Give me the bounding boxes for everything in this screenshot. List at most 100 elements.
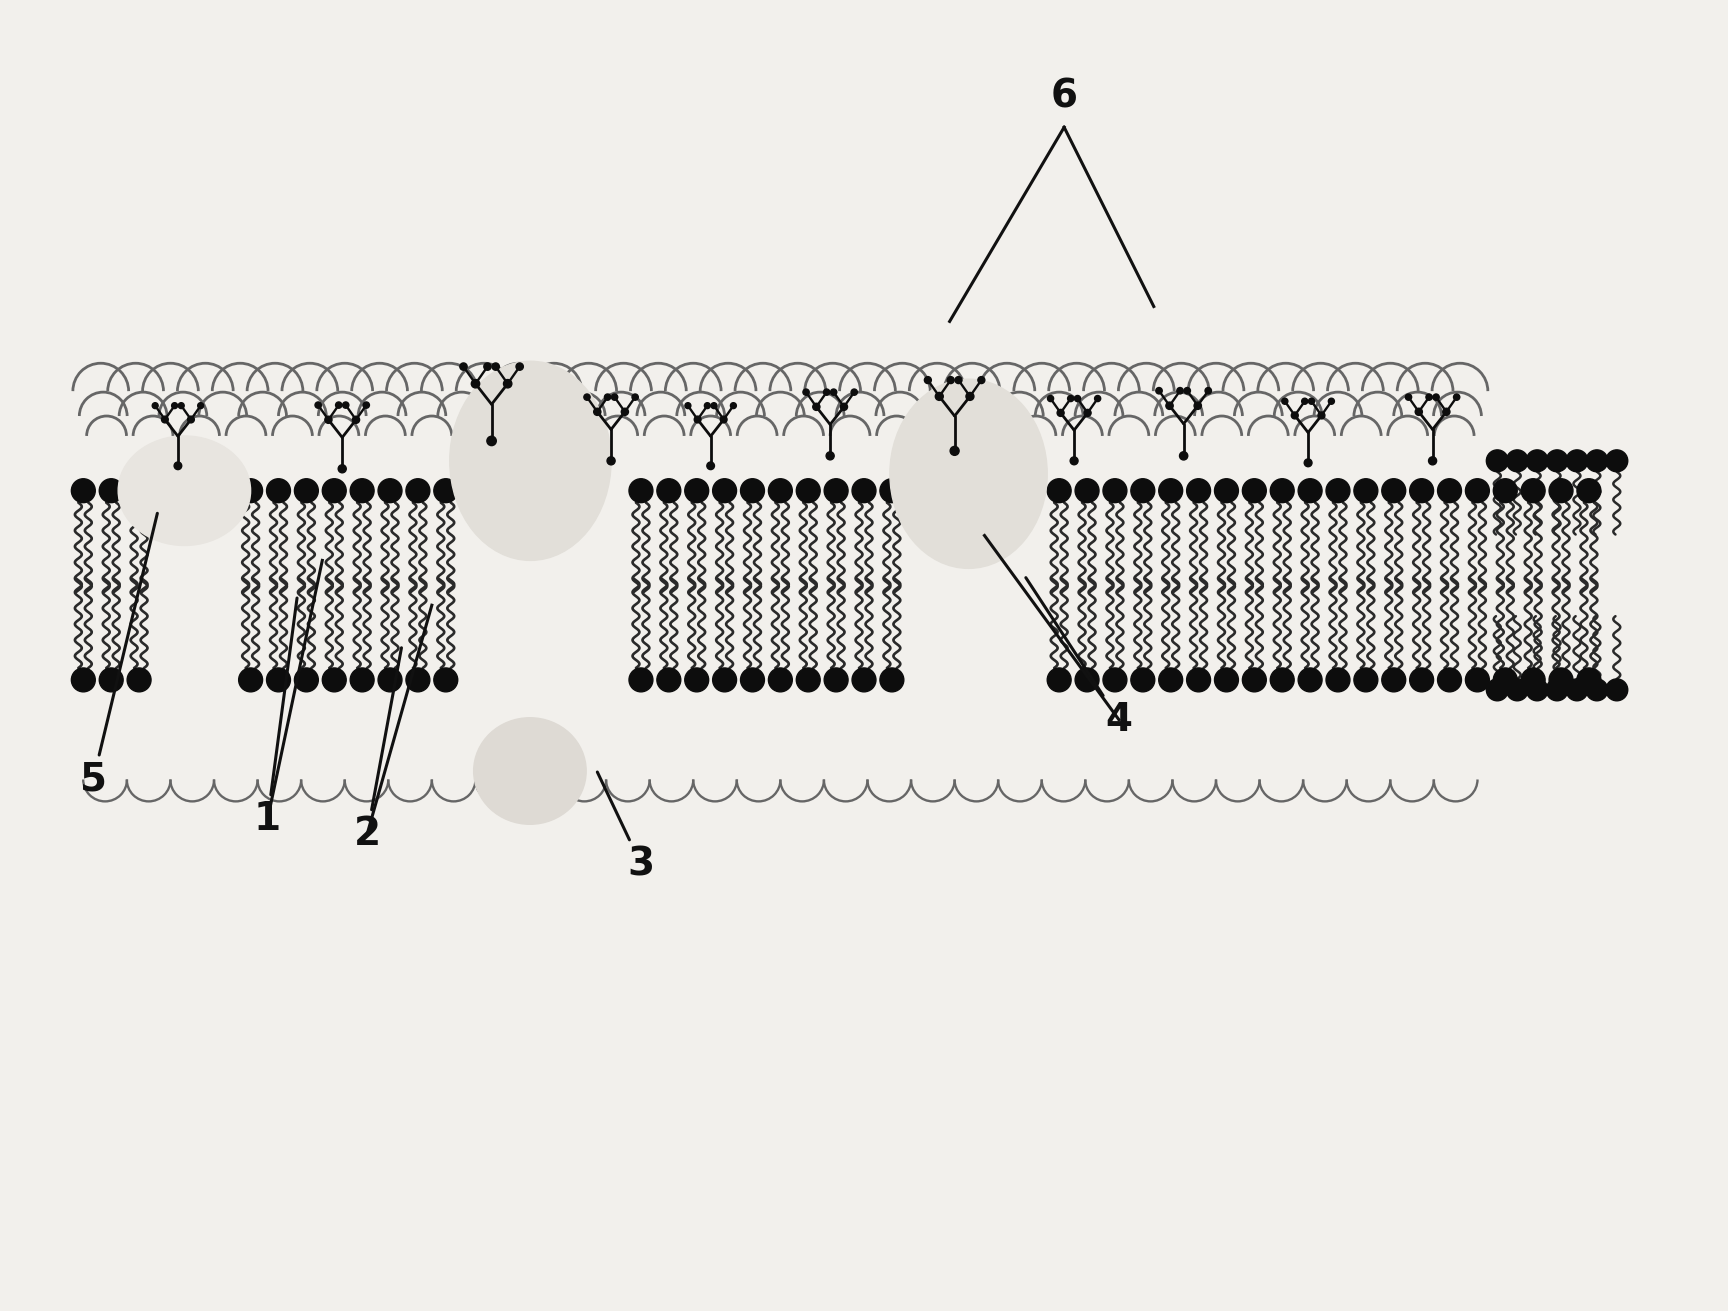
Circle shape (1075, 479, 1099, 502)
Circle shape (852, 479, 876, 502)
Circle shape (622, 408, 629, 416)
Circle shape (1159, 667, 1182, 692)
Circle shape (1605, 679, 1628, 701)
Circle shape (171, 402, 178, 409)
Circle shape (266, 667, 290, 692)
Circle shape (1184, 388, 1191, 393)
Circle shape (1159, 479, 1182, 502)
Circle shape (487, 437, 496, 446)
Circle shape (1355, 667, 1377, 692)
Circle shape (1075, 396, 1080, 401)
Ellipse shape (449, 362, 612, 560)
Circle shape (323, 479, 346, 502)
Circle shape (492, 363, 499, 370)
Circle shape (335, 402, 342, 408)
Circle shape (1242, 667, 1267, 692)
Circle shape (363, 402, 370, 408)
Circle shape (1526, 450, 1548, 472)
Circle shape (1094, 396, 1101, 401)
Circle shape (966, 392, 975, 400)
Circle shape (629, 667, 653, 692)
Circle shape (378, 667, 403, 692)
Circle shape (1102, 667, 1127, 692)
Circle shape (612, 395, 617, 400)
Circle shape (1047, 479, 1071, 502)
Circle shape (175, 461, 181, 469)
Circle shape (1325, 479, 1350, 502)
Circle shape (797, 479, 821, 502)
Circle shape (434, 479, 458, 502)
Circle shape (924, 376, 931, 384)
Circle shape (1507, 679, 1528, 701)
Circle shape (1526, 679, 1548, 701)
Circle shape (880, 667, 904, 692)
Circle shape (1329, 399, 1334, 404)
Circle shape (1318, 412, 1325, 420)
Circle shape (824, 667, 848, 692)
Circle shape (605, 395, 610, 400)
Circle shape (1070, 458, 1078, 465)
Circle shape (1566, 679, 1588, 701)
Circle shape (325, 416, 332, 423)
Circle shape (342, 402, 349, 408)
Circle shape (1270, 667, 1294, 692)
Circle shape (1547, 679, 1567, 701)
Circle shape (1204, 388, 1211, 393)
Circle shape (629, 479, 653, 502)
Circle shape (1177, 388, 1184, 393)
Circle shape (1453, 395, 1460, 400)
Circle shape (804, 389, 809, 396)
Circle shape (406, 667, 430, 692)
Circle shape (1298, 667, 1322, 692)
Circle shape (197, 402, 204, 409)
Circle shape (695, 416, 702, 423)
Circle shape (1047, 396, 1054, 401)
Circle shape (1187, 667, 1211, 692)
Circle shape (607, 456, 615, 465)
Circle shape (1410, 479, 1434, 502)
Circle shape (824, 389, 829, 396)
Text: 6: 6 (1051, 77, 1078, 115)
Circle shape (1166, 402, 1173, 409)
Circle shape (1102, 479, 1127, 502)
Circle shape (1405, 395, 1412, 400)
Circle shape (657, 479, 681, 502)
Circle shape (769, 479, 793, 502)
Ellipse shape (473, 717, 586, 825)
Circle shape (71, 479, 95, 502)
Circle shape (1493, 479, 1517, 502)
Circle shape (1486, 679, 1509, 701)
Circle shape (840, 404, 847, 410)
Circle shape (1355, 479, 1377, 502)
Circle shape (472, 380, 480, 388)
Circle shape (1194, 402, 1201, 409)
Circle shape (188, 416, 194, 423)
Circle shape (1382, 479, 1405, 502)
Circle shape (1429, 456, 1436, 465)
Circle shape (657, 667, 681, 692)
Circle shape (1548, 479, 1572, 502)
Circle shape (712, 479, 736, 502)
Circle shape (1486, 450, 1509, 472)
Circle shape (1215, 667, 1239, 692)
Circle shape (1415, 408, 1422, 416)
Circle shape (1083, 409, 1090, 417)
Circle shape (978, 376, 985, 384)
Circle shape (1187, 479, 1211, 502)
Circle shape (238, 667, 263, 692)
Circle shape (1426, 395, 1433, 400)
Circle shape (517, 363, 524, 370)
Circle shape (1547, 450, 1567, 472)
Circle shape (484, 363, 491, 370)
Circle shape (824, 479, 848, 502)
Circle shape (712, 667, 736, 692)
Circle shape (1242, 479, 1267, 502)
Circle shape (1308, 399, 1315, 404)
Circle shape (1586, 450, 1607, 472)
Circle shape (378, 479, 403, 502)
Circle shape (128, 667, 150, 692)
Circle shape (1578, 479, 1600, 502)
Ellipse shape (890, 379, 1047, 569)
Circle shape (314, 402, 321, 408)
Circle shape (1282, 399, 1287, 404)
